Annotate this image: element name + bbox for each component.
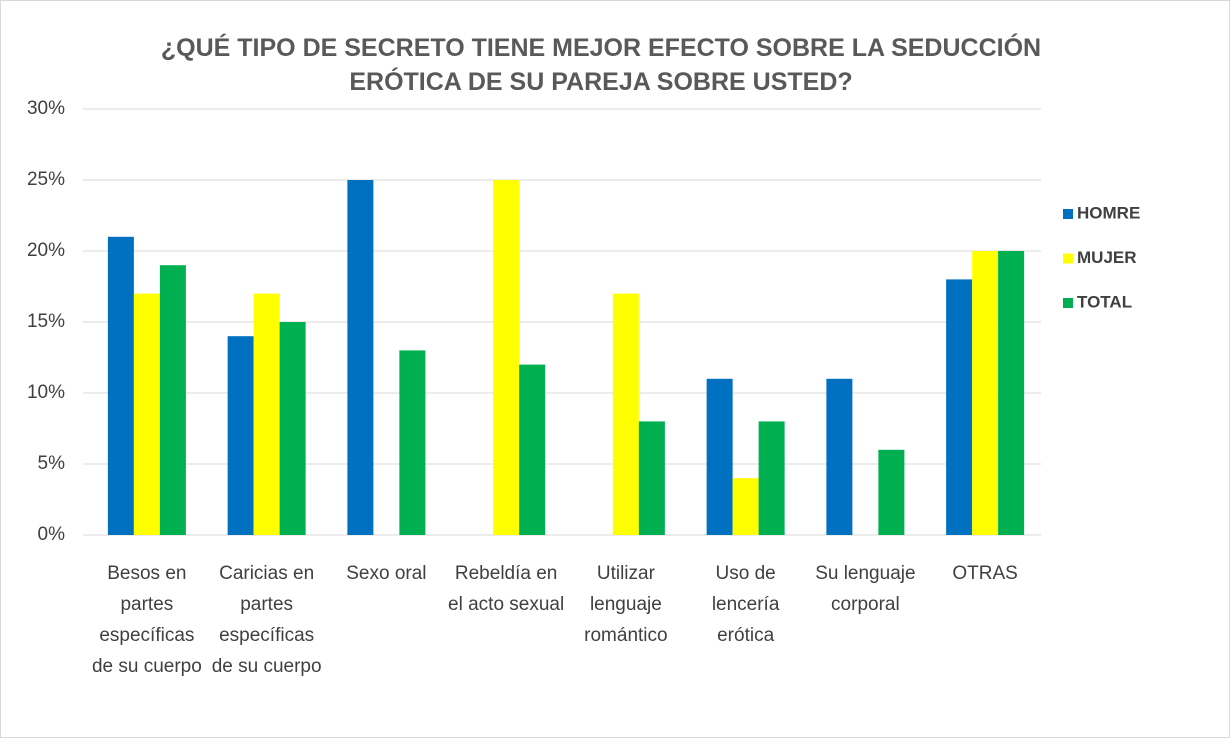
legend-label: HOMRE	[1077, 203, 1140, 222]
chart-title: ¿QUÉ TIPO DE SECRETO TIENE MEJOR EFECTO …	[160, 34, 1042, 96]
bar	[972, 251, 999, 535]
bar	[399, 350, 426, 535]
x-tick-label: Rebeldía en el acto sexual	[448, 563, 565, 615]
y-tick-label: 0%	[38, 524, 66, 545]
bar	[107, 236, 134, 536]
bar	[638, 421, 665, 535]
legend-swatch	[1063, 298, 1073, 308]
x-tick-label: Caricias en partes específicas de su cue…	[211, 563, 322, 677]
legend-label: TOTAL	[1077, 292, 1132, 311]
legend-swatch	[1063, 209, 1073, 219]
legend-label: MUJER	[1077, 248, 1137, 267]
x-tick-label: Uso de lencería erótica	[711, 563, 780, 646]
x-tick-label: Sexo oral	[346, 563, 427, 584]
bar	[612, 293, 639, 535]
bar	[253, 293, 280, 535]
bar	[826, 378, 853, 535]
bar	[998, 251, 1025, 535]
x-tick-label: Su lenguaje corporal	[815, 563, 916, 615]
bar	[946, 279, 973, 535]
y-tick-label: 20%	[27, 240, 65, 261]
bar	[347, 180, 374, 535]
bar	[493, 180, 520, 535]
bar	[706, 378, 733, 535]
y-tick-label: 5%	[38, 453, 66, 474]
bar	[133, 293, 160, 535]
y-tick-label: 15%	[27, 311, 65, 332]
bar	[227, 336, 254, 535]
bar	[159, 265, 186, 535]
bar	[279, 322, 306, 535]
y-tick-label: 10%	[27, 382, 65, 403]
x-tick-label: Besos en partes específicas de su cuerpo	[91, 563, 202, 677]
y-tick-label: 25%	[27, 169, 65, 190]
x-tick-label: Utilizar lenguaje romántico	[584, 563, 668, 646]
bar	[519, 364, 546, 535]
y-tick-label: 30%	[27, 98, 65, 119]
bar	[732, 478, 759, 535]
bar	[878, 449, 905, 535]
legend-swatch	[1063, 253, 1073, 264]
x-tick-label: OTRAS	[952, 563, 1018, 584]
bar	[758, 421, 785, 535]
